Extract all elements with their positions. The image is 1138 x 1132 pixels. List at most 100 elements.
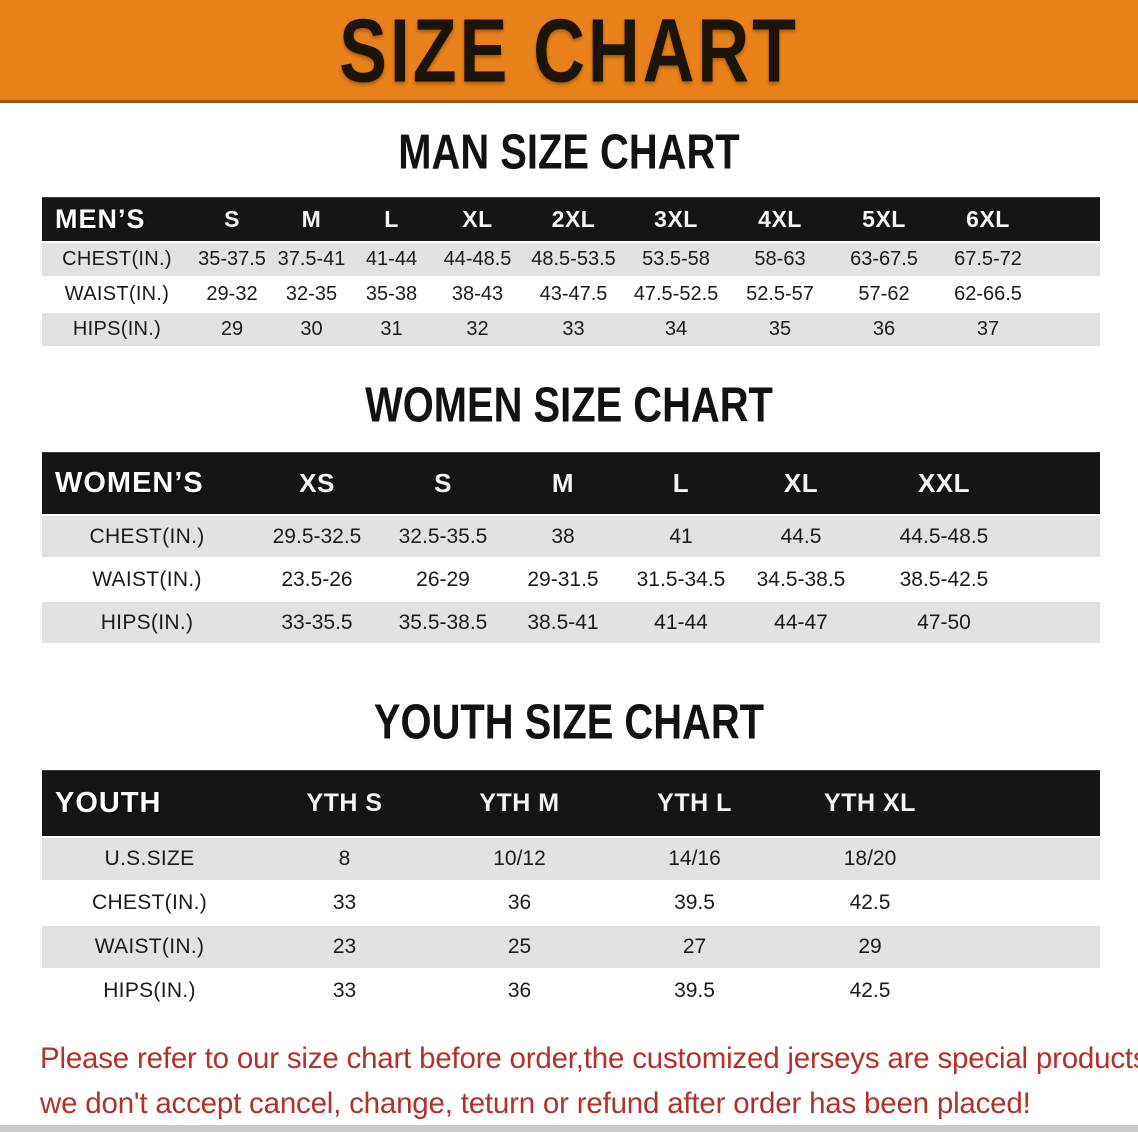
value-cell: 35-37.5 bbox=[198, 248, 266, 270]
column-header: XS bbox=[299, 467, 335, 498]
youth-section-title: YOUTH SIZE CHART bbox=[373, 693, 765, 750]
value-cell: 36 bbox=[872, 318, 896, 340]
table-row: CHEST(IN.) 35-37.5 37.5-41 41-44 44-48.5 48.5… bbox=[42, 243, 1100, 276]
value-cell: 10/12 bbox=[493, 847, 546, 870]
men-section-title: MAN SIZE CHART bbox=[398, 123, 740, 180]
value-cell: 38-43 bbox=[451, 283, 504, 305]
row-label: CHEST(IN.) bbox=[62, 248, 172, 270]
page-title: SIZE CHART bbox=[339, 0, 799, 101]
column-header: 4XL bbox=[758, 205, 802, 232]
value-cell: 25 bbox=[507, 935, 532, 958]
bottom-divider-bar bbox=[0, 1125, 1138, 1132]
value-cell: 53.5-58 bbox=[642, 248, 710, 270]
column-header: XL bbox=[462, 205, 493, 232]
value-cell: 38 bbox=[551, 524, 575, 548]
column-header: 6XL bbox=[966, 205, 1010, 232]
row-label: WAIST(IN.) bbox=[92, 567, 202, 591]
column-header: XL bbox=[783, 467, 819, 498]
row-label: HIPS(IN.) bbox=[100, 610, 194, 634]
value-cell: 44.5-48.5 bbox=[899, 524, 989, 548]
value-cell: 35-38 bbox=[365, 283, 418, 305]
table-corner-label: MEN’S bbox=[55, 203, 146, 234]
value-cell: 43-47.5 bbox=[539, 283, 608, 305]
value-cell: 33 bbox=[562, 318, 585, 340]
disclaimer-line-1: Please refer to our size chart before or… bbox=[40, 1042, 1138, 1075]
table-row: HIPS(IN.) 33 36 39.5 42.5 bbox=[42, 970, 1100, 1012]
row-label: WAIST(IN.) bbox=[94, 935, 205, 958]
value-cell: 39.5 bbox=[674, 891, 715, 914]
table-row: WAIST(IN.) 23.5-26 26-29 29-31.5 31.5-34.5 34… bbox=[42, 559, 1100, 600]
value-cell: 63-67.5 bbox=[850, 248, 918, 270]
value-cell: 29 bbox=[220, 318, 244, 340]
value-cell: 67.5-72 bbox=[954, 248, 1022, 270]
column-header: M bbox=[301, 205, 322, 232]
value-cell: 37 bbox=[976, 318, 1000, 340]
value-cell: 41 bbox=[669, 524, 693, 548]
table-row: HIPS(IN.) 33-35.5 35.5-38.5 38.5-41 41-44 44-… bbox=[42, 602, 1100, 643]
column-header: 5XL bbox=[862, 205, 906, 232]
value-cell: 47-50 bbox=[917, 610, 971, 634]
table-row: HIPS(IN.) 29 30 31 32 33 34 35 36 37 bbox=[42, 313, 1100, 346]
column-header: 2XL bbox=[551, 205, 596, 232]
column-header: YTH L bbox=[657, 788, 732, 817]
value-cell: 47.5-52.5 bbox=[633, 283, 719, 305]
youth-size-table: YOUTH YTH S YTH M YTH L YTH XL U.S.SIZE 8 10/12… bbox=[42, 770, 1100, 1012]
value-cell: 8 bbox=[338, 847, 351, 870]
disclaimer-line-2: we don't accept cancel, change, teturn o… bbox=[40, 1087, 1031, 1120]
value-cell: 48.5-53.5 bbox=[531, 248, 616, 270]
value-cell: 26-29 bbox=[416, 567, 470, 591]
value-cell: 38.5-42.5 bbox=[899, 567, 989, 591]
value-cell: 23 bbox=[332, 935, 357, 958]
row-label: CHEST(IN.) bbox=[89, 524, 205, 548]
row-label: HIPS(IN.) bbox=[72, 318, 162, 340]
value-cell: 27 bbox=[682, 935, 707, 958]
value-cell: 35 bbox=[768, 318, 792, 340]
value-cell: 39.5 bbox=[674, 979, 715, 1002]
table-header-row: MEN’S S M L XL 2XL 3XL 4XL 5XL 6XL bbox=[42, 197, 1100, 241]
value-cell: 52.5-57 bbox=[746, 283, 814, 305]
value-cell: 34.5-38.5 bbox=[756, 567, 846, 591]
table-row: CHEST(IN.) 33 36 39.5 42.5 bbox=[42, 882, 1100, 924]
table-row: WAIST(IN.) 29-32 32-35 35-38 38-43 43-47.5 47.… bbox=[42, 278, 1100, 311]
value-cell: 18/20 bbox=[843, 847, 897, 870]
value-cell: 57-62 bbox=[858, 283, 910, 305]
value-cell: 36 bbox=[507, 979, 532, 1002]
value-cell: 29 bbox=[858, 935, 882, 958]
value-cell: 32 bbox=[466, 318, 489, 340]
value-cell: 44.5 bbox=[780, 524, 822, 548]
value-cell: 32.5-35.5 bbox=[398, 524, 488, 548]
value-cell: 44-48.5 bbox=[443, 248, 512, 270]
value-cell: 34 bbox=[664, 318, 688, 340]
row-label: WAIST(IN.) bbox=[64, 283, 170, 305]
table-row: U.S.SIZE 8 10/12 14/16 18/20 bbox=[42, 838, 1100, 880]
value-cell: 14/16 bbox=[668, 847, 721, 870]
column-header: L bbox=[384, 205, 399, 232]
value-cell: 36 bbox=[507, 891, 532, 914]
table-header-row: WOMEN’S XS S M L XL XXL bbox=[42, 452, 1100, 514]
women-section-title: WOMEN SIZE CHART bbox=[365, 376, 773, 433]
value-cell: 37.5-41 bbox=[277, 248, 346, 270]
value-cell: 33 bbox=[332, 891, 357, 914]
value-cell: 29-31.5 bbox=[527, 567, 599, 591]
value-cell: 30 bbox=[300, 318, 323, 340]
table-row: CHEST(IN.) 29.5-32.5 32.5-35.5 38 41 44.5 44.5… bbox=[42, 516, 1100, 557]
table-corner-label: WOMEN’S bbox=[55, 466, 204, 499]
size-chart-banner: SIZE CHART bbox=[0, 0, 1138, 103]
row-label: U.S.SIZE bbox=[104, 847, 195, 870]
disclaimer-text: Please refer to our size chart before or… bbox=[40, 1036, 1138, 1126]
value-cell: 23.5-26 bbox=[281, 567, 353, 591]
value-cell: 44-47 bbox=[774, 610, 828, 634]
value-cell: 42.5 bbox=[849, 891, 891, 914]
value-cell: 41-44 bbox=[365, 248, 418, 270]
value-cell: 29-32 bbox=[206, 283, 258, 305]
value-cell: 62-66.5 bbox=[954, 283, 1022, 305]
column-header: YTH S bbox=[306, 788, 383, 817]
column-header: XXL bbox=[917, 467, 971, 498]
value-cell: 41-44 bbox=[654, 610, 708, 634]
men-size-table: MEN’S S M L XL 2XL 3XL 4XL 5XL 6XL CHEST(IN.) 35-37… bbox=[42, 197, 1100, 346]
column-header: M bbox=[551, 467, 575, 498]
value-cell: 31.5-34.5 bbox=[636, 567, 726, 591]
column-header: 3XL bbox=[654, 205, 698, 232]
column-header: YTH XL bbox=[824, 788, 916, 817]
